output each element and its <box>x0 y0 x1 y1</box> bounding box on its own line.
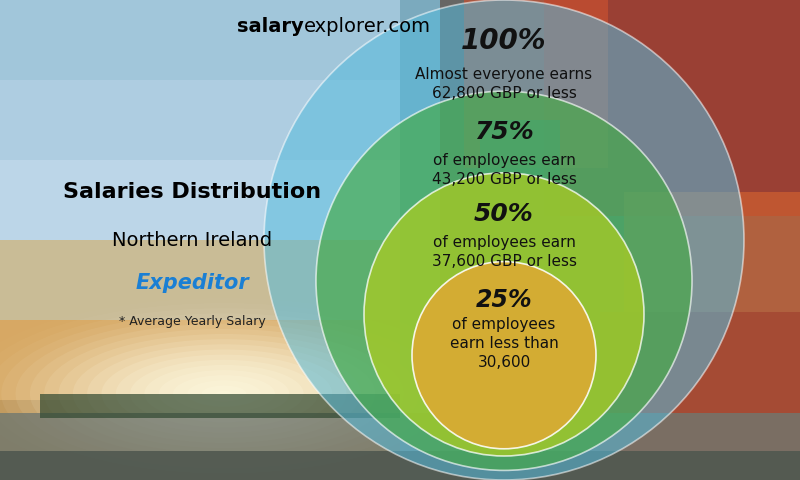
Ellipse shape <box>116 355 332 432</box>
Bar <box>0 240 400 320</box>
Bar <box>480 120 560 336</box>
Ellipse shape <box>316 91 692 470</box>
Ellipse shape <box>102 349 346 438</box>
Text: * Average Yearly Salary: * Average Yearly Salary <box>118 315 266 328</box>
Ellipse shape <box>264 0 744 480</box>
Ellipse shape <box>158 370 290 417</box>
Text: 50%: 50% <box>474 202 534 226</box>
Ellipse shape <box>15 319 433 468</box>
Text: 25%: 25% <box>476 288 532 312</box>
Ellipse shape <box>216 391 232 396</box>
Ellipse shape <box>364 173 644 456</box>
Bar <box>544 0 800 216</box>
Text: Almost everyone earns
62,800 GBP or less: Almost everyone earns 62,800 GBP or less <box>415 67 593 101</box>
Bar <box>0 451 800 480</box>
Bar <box>600 312 800 480</box>
Text: of employees earn
37,600 GBP or less: of employees earn 37,600 GBP or less <box>431 235 577 269</box>
Text: salary: salary <box>238 17 304 36</box>
Ellipse shape <box>2 313 446 474</box>
Text: Expeditor: Expeditor <box>135 273 249 293</box>
Text: 75%: 75% <box>474 120 534 144</box>
Ellipse shape <box>73 339 375 448</box>
Text: Northern Ireland: Northern Ireland <box>112 230 272 250</box>
Bar <box>0 0 400 80</box>
Ellipse shape <box>58 334 390 453</box>
Ellipse shape <box>30 324 418 464</box>
Ellipse shape <box>130 360 318 427</box>
Text: Salaries Distribution: Salaries Distribution <box>63 182 321 202</box>
Bar <box>440 0 800 480</box>
Bar <box>624 192 800 312</box>
Text: 100%: 100% <box>462 27 546 55</box>
Ellipse shape <box>412 262 596 449</box>
Text: of employees
earn less than
30,600: of employees earn less than 30,600 <box>450 316 558 370</box>
Bar <box>0 160 400 240</box>
Bar <box>40 394 400 418</box>
Bar <box>0 80 400 160</box>
Ellipse shape <box>187 381 261 407</box>
Bar <box>0 413 800 480</box>
Ellipse shape <box>87 344 361 443</box>
Bar <box>0 400 400 480</box>
Bar <box>0 320 400 400</box>
Ellipse shape <box>44 329 404 458</box>
Ellipse shape <box>173 375 275 412</box>
Text: explorer.com: explorer.com <box>304 17 431 36</box>
Ellipse shape <box>145 365 303 422</box>
Bar <box>464 0 608 168</box>
Ellipse shape <box>202 385 246 402</box>
Text: of employees earn
43,200 GBP or less: of employees earn 43,200 GBP or less <box>431 153 577 188</box>
